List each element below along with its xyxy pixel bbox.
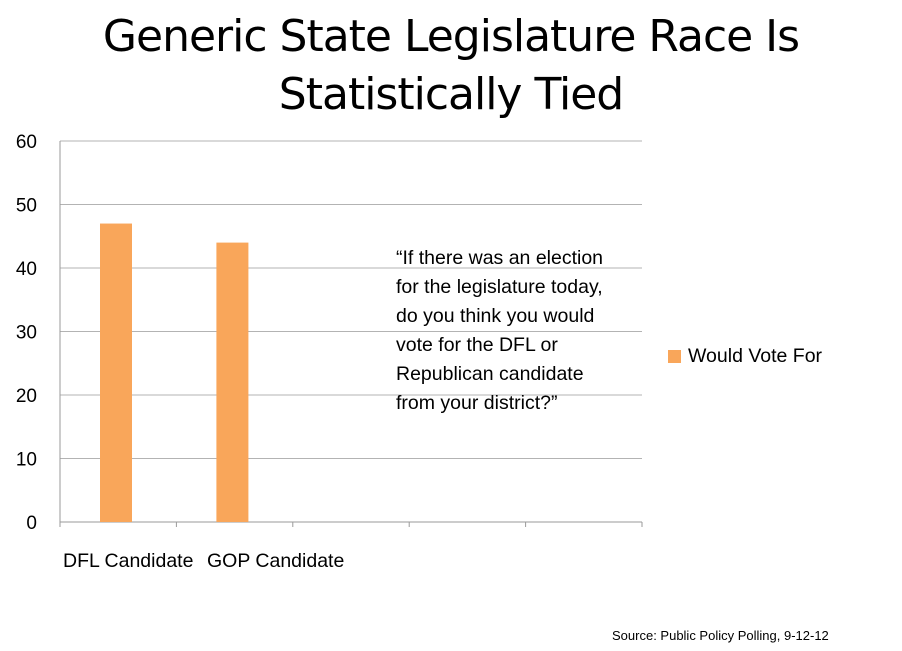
y-tick-label: 30 xyxy=(16,323,37,344)
y-tick-label: 40 xyxy=(16,259,37,280)
y-tick-label: 50 xyxy=(16,196,37,217)
x-category-label: GOP Candidate xyxy=(207,550,344,572)
legend-label: Would Vote For xyxy=(688,345,823,367)
y-tick-label: 60 xyxy=(16,132,37,153)
chart-title-line-1: Generic State Legislature Race Is xyxy=(102,11,800,62)
y-tick-label: 0 xyxy=(26,513,37,534)
y-tick-label: 20 xyxy=(16,386,37,407)
bar-dfl-candidate xyxy=(100,223,132,523)
bar-gop-candidate xyxy=(216,242,249,522)
legend: Would Vote For xyxy=(668,343,822,369)
x-category-label: DFL Candidate xyxy=(63,550,193,572)
y-tick-label: 10 xyxy=(16,450,37,471)
chart-title: Generic State Legislature Race Is Statis… xyxy=(0,8,902,124)
chart-title-line-2: Statistically Tied xyxy=(278,69,624,120)
legend-swatch xyxy=(668,349,681,363)
source-note: Source: Public Policy Polling, 9-12-12 xyxy=(612,628,829,643)
survey-question-annotation: “If there was an election for the legisl… xyxy=(396,247,604,414)
